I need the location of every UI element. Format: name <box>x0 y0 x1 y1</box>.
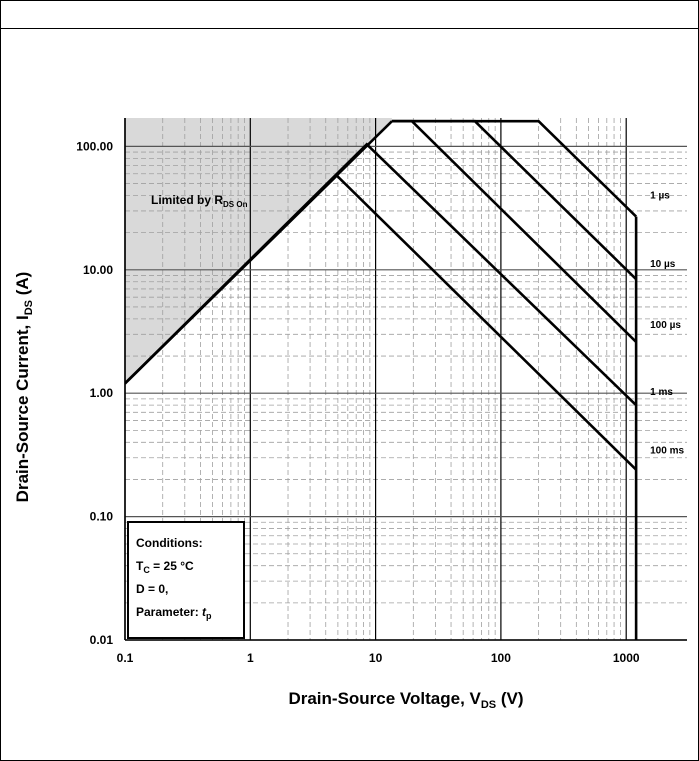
soa-curve <box>391 119 638 281</box>
x-axis-label: Drain-Source Voltage, VDS (V) <box>288 689 523 711</box>
soa-curves <box>125 119 638 640</box>
series-labels: 1 µs 10 µs 100 µs 1 ms 100 ms <box>650 191 684 457</box>
conditions-box: Conditions: TC = 25 °C D = 0, Parameter:… <box>127 521 245 639</box>
conditions-title: Conditions: <box>136 536 203 550</box>
conditions-parameter: Parameter: tp <box>136 605 212 621</box>
conditions-param-sub: p <box>206 611 212 621</box>
y-axis-label-main: Drain-Source Current, I <box>13 315 32 502</box>
x-axis-label-tail: (V) <box>496 689 523 708</box>
conditions-temp-sub: C <box>143 565 150 575</box>
y-tick-label: 0.01 <box>90 633 114 647</box>
conditions-duty: D = 0, <box>136 582 168 596</box>
series-label: 1 µs <box>650 191 670 202</box>
y-tick-label: 0.10 <box>90 510 114 524</box>
soa-curve <box>391 119 638 343</box>
series-label: 100 µs <box>650 320 681 331</box>
y-axis-label-sub: DS <box>23 300 35 315</box>
conditions-temperature: TC = 25 °C <box>136 559 194 575</box>
x-tick-label: 1000 <box>613 651 640 665</box>
soa-curve <box>391 119 638 218</box>
series-label: 100 ms <box>650 446 684 457</box>
x-axis-label-main: Drain-Source Voltage, V <box>288 689 481 708</box>
rds-limit-label: Limited by RDS On <box>151 193 248 209</box>
y-tick-label: 1.00 <box>90 386 114 400</box>
series-label: 1 ms <box>650 387 673 398</box>
x-tick-label: 1 <box>247 651 254 665</box>
tick-labels: 0.1 1 10 100 1000 100.00 10.00 1.00 0.10 0.01 <box>76 139 640 665</box>
series-label: 10 µs <box>650 259 676 270</box>
grid <box>125 118 687 640</box>
rds-limit-label-sub: DS On <box>223 200 248 209</box>
y-axis-label-tail: (A) <box>13 272 32 300</box>
conditions-param-italic: t <box>202 605 207 619</box>
y-axis-label: Drain-Source Current, IDS (A) <box>13 272 35 503</box>
y-tick-label: 100.00 <box>76 139 113 153</box>
major-grid <box>124 118 687 641</box>
rds-limit-label-main: Limited by R <box>151 193 223 207</box>
x-tick-label: 0.1 <box>117 651 134 665</box>
y-tick-label: 10.00 <box>83 263 113 277</box>
conditions-temp-tail: = 25 °C <box>150 559 194 573</box>
x-tick-label: 100 <box>491 651 511 665</box>
x-tick-label: 10 <box>369 651 383 665</box>
conditions-temp-main: T <box>136 559 144 573</box>
x-axis-label-sub: DS <box>481 699 496 711</box>
conditions-param-main: Parameter: <box>136 605 202 619</box>
header-rule <box>0 28 699 29</box>
rds-boundary-line <box>125 120 393 385</box>
